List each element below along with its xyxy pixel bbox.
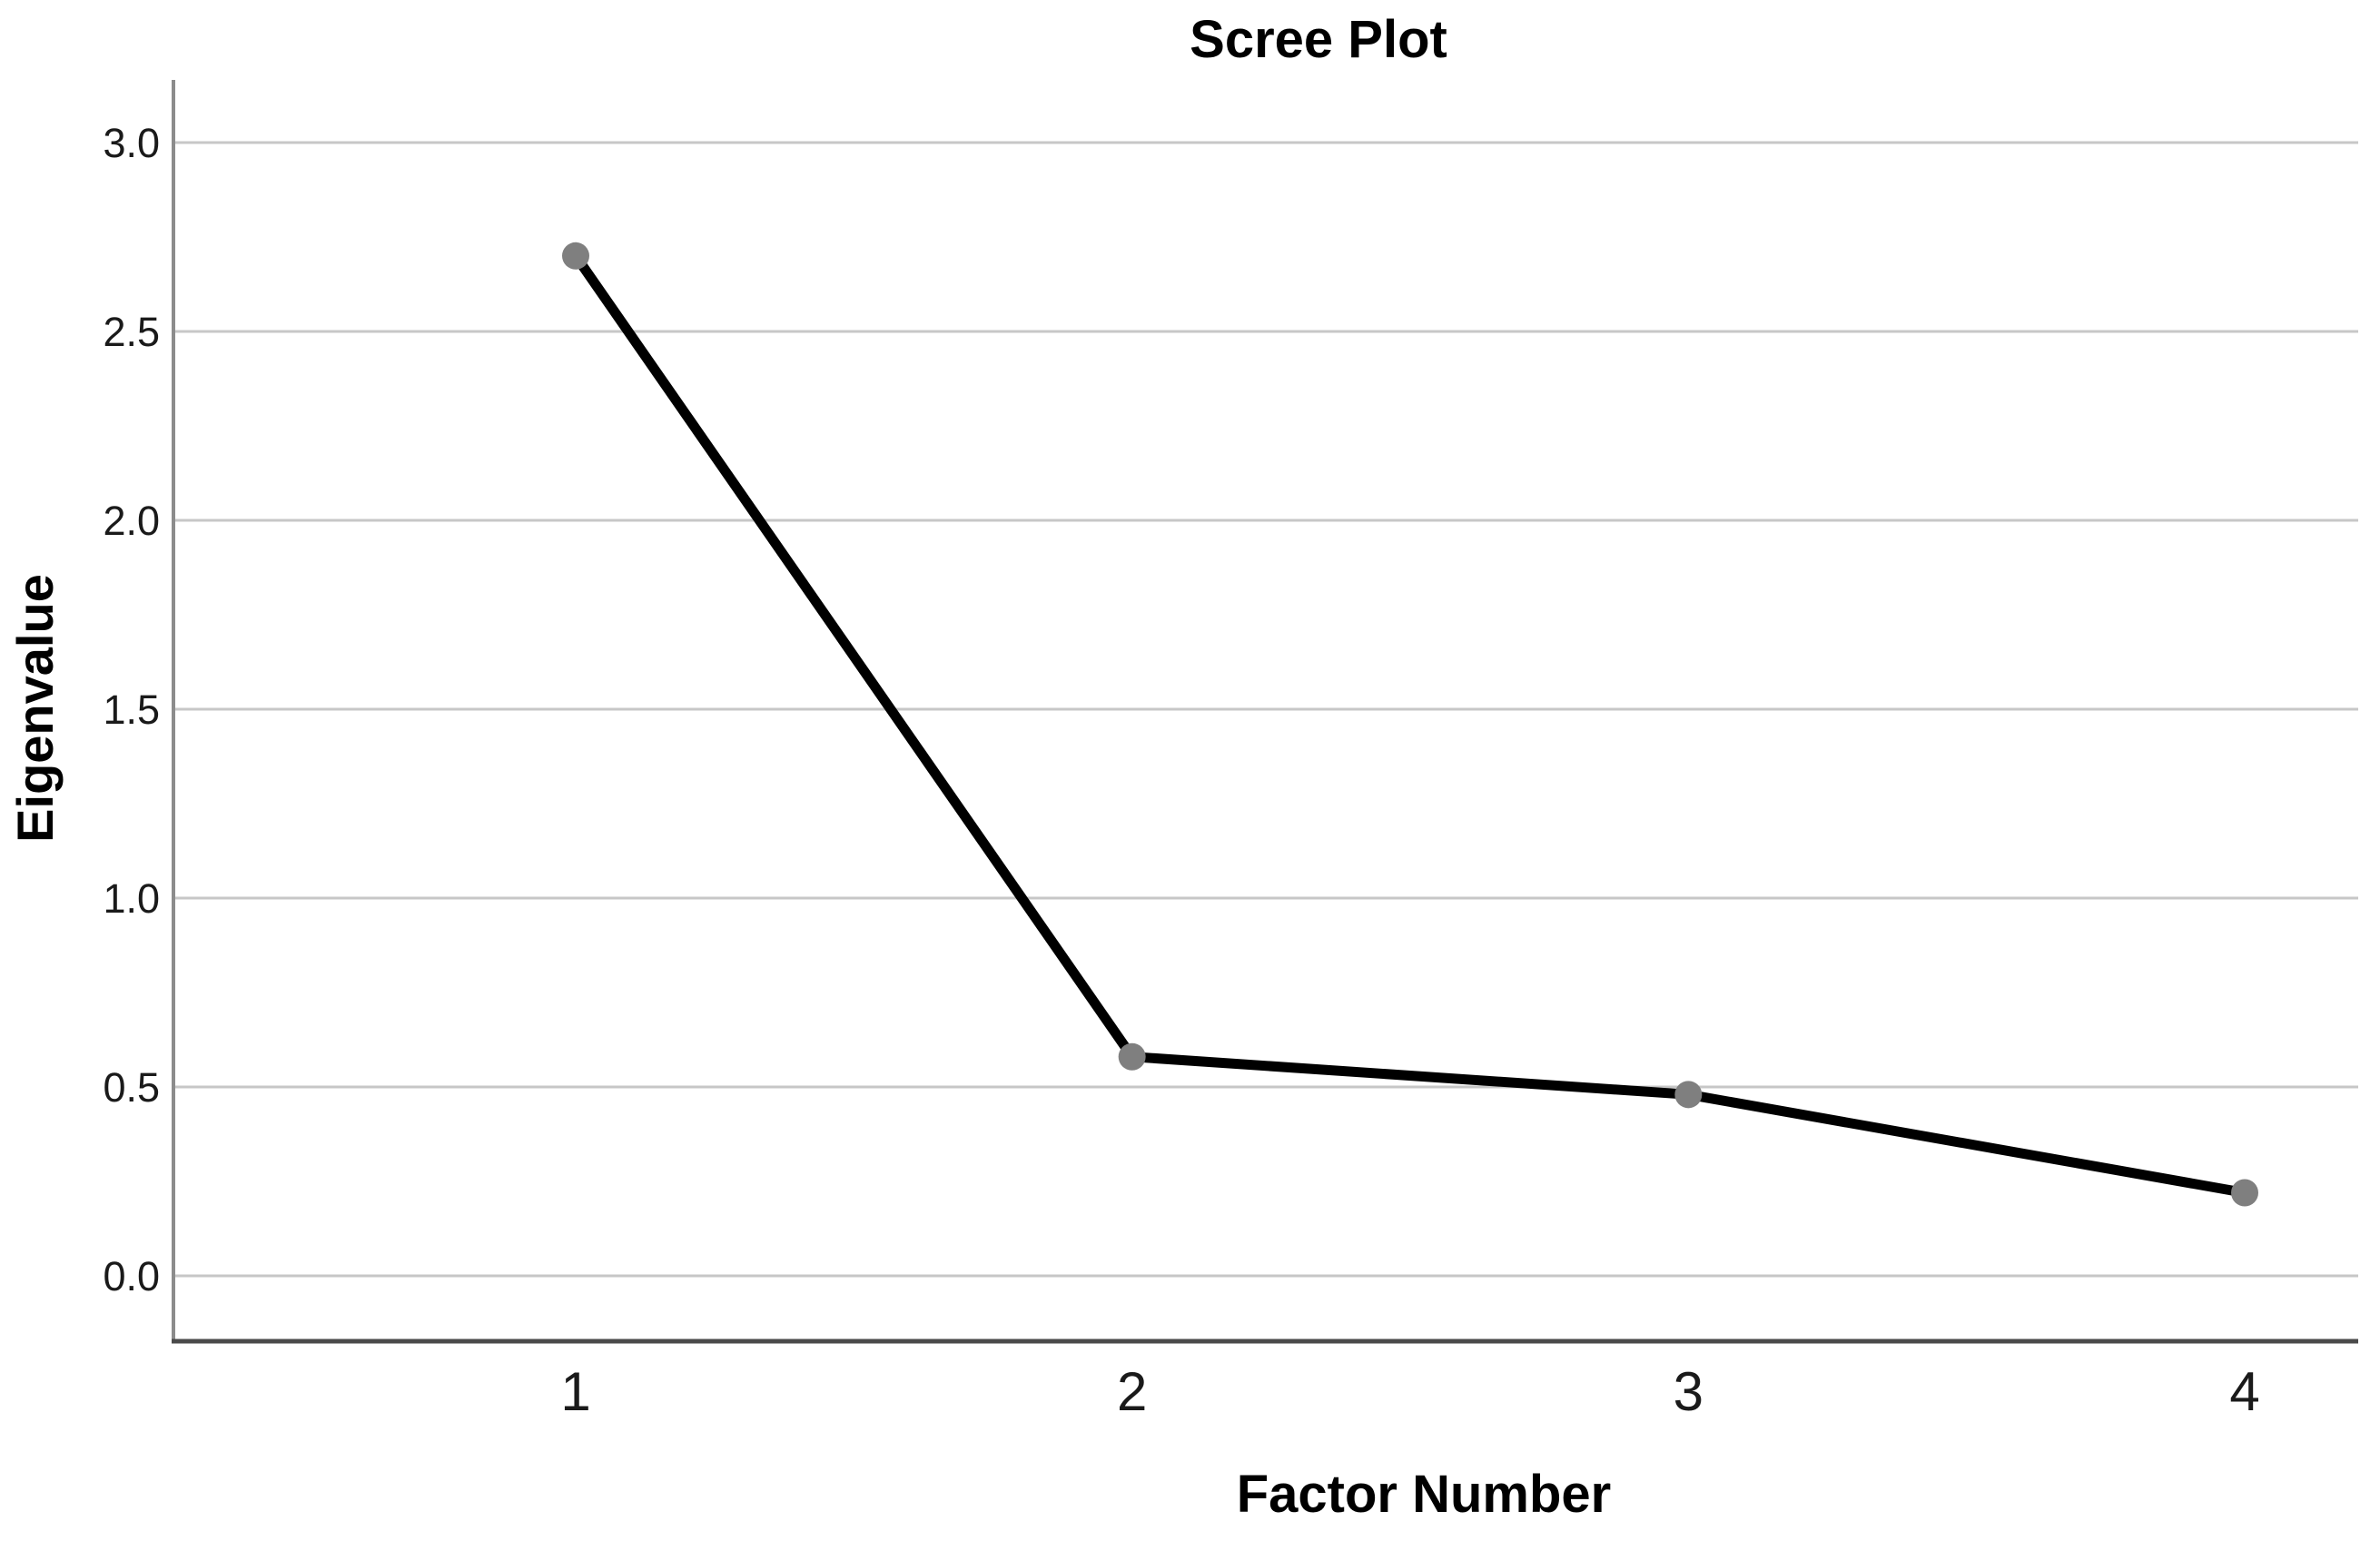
axis-layer bbox=[172, 80, 2358, 1344]
y-tick-label: 0.5 bbox=[103, 1064, 160, 1111]
y-tick-label: 1.0 bbox=[103, 875, 160, 922]
series-layer bbox=[562, 242, 2258, 1207]
y-tick-label: 1.5 bbox=[103, 687, 160, 733]
y-tick-label: 0.0 bbox=[103, 1253, 160, 1299]
y-tick-label: 3.0 bbox=[103, 120, 160, 166]
x-tick-label: 3 bbox=[1674, 1361, 1704, 1422]
y-axis-title: Eigenvalue bbox=[6, 574, 64, 843]
x-tick-label: 4 bbox=[2229, 1361, 2259, 1422]
data-point-marker bbox=[1118, 1042, 1146, 1071]
tick-label-layer: 0.0 0.5 1.0 1.5 2.0 2.5 3.0 1 2 3 4 bbox=[103, 120, 2259, 1422]
chart-title: Scree Plot bbox=[1190, 10, 1447, 69]
data-point-marker bbox=[1674, 1081, 1703, 1109]
y-tick-label: 2.5 bbox=[103, 309, 160, 355]
series-line bbox=[570, 251, 2250, 1198]
gridline-layer bbox=[175, 141, 2358, 1278]
y-tick-label: 2.0 bbox=[103, 498, 160, 544]
x-tick-label: 2 bbox=[1117, 1361, 1147, 1422]
data-point-marker bbox=[562, 242, 589, 270]
x-tick-label: 1 bbox=[560, 1361, 590, 1422]
data-point-marker bbox=[2231, 1179, 2258, 1207]
x-axis-title: Factor Number bbox=[1237, 1465, 1612, 1524]
